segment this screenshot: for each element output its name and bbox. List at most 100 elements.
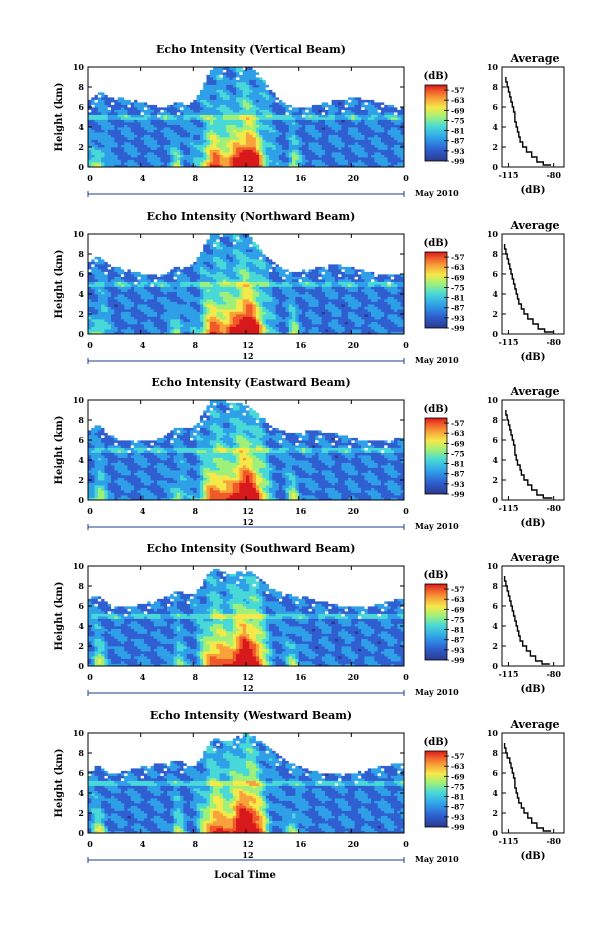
- heatmap-cell: [321, 84, 326, 88]
- heatmap-cell: [239, 107, 244, 110]
- heatmap-cell: [143, 79, 148, 83]
- heatmap-cell: [88, 254, 92, 257]
- heatmap-cell: [88, 304, 92, 307]
- heatmap-cell: [124, 274, 128, 277]
- heatmap-cell: [367, 107, 372, 110]
- heatmap-cell: [301, 87, 306, 90]
- heatmap-cell: [170, 154, 174, 158]
- heatmap-cell: [361, 147, 365, 150]
- heatmap-cell: [176, 89, 181, 93]
- heatmap-cell: [117, 329, 122, 332]
- heatmap-cell: [140, 122, 145, 125]
- heatmap-cell: [186, 119, 191, 123]
- heatmap-cell: [262, 112, 267, 115]
- heatmap-cell: [176, 137, 181, 140]
- heatmap-cell: [292, 69, 296, 73]
- heatmap-cell: [341, 139, 346, 143]
- heatmap-cell: [157, 152, 161, 155]
- heatmap-cell: [311, 97, 316, 100]
- heatmap-cell: [120, 127, 125, 130]
- heatmap-cell: [114, 324, 119, 327]
- heatmap-cell: [384, 149, 388, 153]
- heatmap-cell: [298, 92, 303, 95]
- heatmap-cell: [163, 104, 168, 108]
- heatmap-cell: [380, 137, 385, 140]
- heatmap-cell: [222, 114, 227, 118]
- heatmap-cell: [94, 236, 99, 240]
- heatmap-cell: [137, 154, 142, 158]
- heatmap-cell: [229, 154, 234, 158]
- heatmap-cell: [262, 129, 267, 133]
- heatmap-cell: [292, 157, 296, 160]
- heatmap-cell: [130, 309, 135, 312]
- heatmap-cell: [196, 112, 201, 115]
- heatmap-cell: [288, 94, 293, 98]
- heatmap-cell: [229, 109, 234, 113]
- heatmap-cell: [308, 122, 313, 125]
- heatmap-cell: [104, 284, 109, 287]
- heatmap-cell: [91, 154, 95, 158]
- heatmap-cell: [124, 129, 128, 133]
- heatmap-cell: [111, 314, 115, 317]
- heatmap-cell: [213, 77, 217, 80]
- heatmap-cell: [216, 129, 221, 133]
- heatmap-cell: [137, 89, 142, 93]
- heatmap-cell: [282, 82, 286, 85]
- heatmap-cell: [351, 152, 356, 155]
- heatmap-cell: [114, 74, 119, 78]
- heatmap-cell: [295, 157, 300, 160]
- heatmap-cell: [120, 256, 125, 260]
- heatmap-cell: [269, 157, 273, 160]
- heatmap-cell: [163, 97, 168, 100]
- heatmap-cell: [170, 329, 174, 332]
- heatmap-cell: [285, 129, 290, 133]
- heatmap-cell: [186, 107, 191, 110]
- heatmap-cell: [351, 114, 356, 118]
- heatmap-cell: [364, 79, 369, 83]
- heatmap-cell: [348, 149, 352, 153]
- heatmap-cell: [117, 89, 122, 93]
- heatmap-cell: [259, 94, 263, 98]
- y-tick-label: 10: [73, 62, 85, 72]
- heatmap-cell: [107, 109, 112, 113]
- heatmap-cell: [367, 82, 372, 85]
- heatmap-cell: [183, 144, 188, 148]
- heatmap-cell: [97, 99, 102, 103]
- heatmap-cell: [400, 97, 405, 100]
- heatmap-cell: [111, 316, 115, 320]
- heatmap-cell: [111, 157, 115, 160]
- heatmap-cell: [255, 112, 260, 115]
- heatmap-cell: [150, 251, 155, 255]
- heatmap-cell: [285, 164, 290, 168]
- heatmap-cell: [308, 87, 313, 90]
- heatmap-cell: [180, 112, 184, 115]
- heatmap-cell: [216, 87, 221, 90]
- heatmap-cell: [101, 137, 105, 140]
- heatmap-cell: [190, 142, 194, 145]
- heatmap-cell: [180, 67, 184, 70]
- heatmap-cell: [371, 157, 375, 160]
- heatmap-cell: [101, 72, 105, 75]
- heatmap-cell: [341, 84, 346, 88]
- heatmap-cell: [157, 254, 161, 257]
- heatmap-cell: [173, 132, 178, 135]
- heatmap-cell: [157, 306, 161, 310]
- heatmap-cell: [295, 129, 300, 133]
- heatmap-cell: [374, 127, 379, 130]
- heatmap-cell: [384, 119, 388, 123]
- heatmap-cell: [153, 132, 158, 135]
- heatmap-cell: [262, 69, 267, 73]
- heatmap-cell: [338, 159, 342, 163]
- heatmap-cell: [124, 264, 128, 267]
- heatmap-cell: [107, 139, 112, 143]
- heatmap-cell: [97, 309, 102, 312]
- heatmap-cell: [222, 99, 227, 103]
- heatmap-cell: [213, 124, 217, 128]
- heatmap-cell: [97, 241, 102, 245]
- heatmap-cell: [216, 89, 221, 93]
- heatmap-cell: [140, 157, 145, 160]
- heatmap-cell: [242, 147, 247, 150]
- heatmap-cell: [236, 114, 240, 118]
- heatmap-cell: [124, 149, 128, 153]
- heatmap-cell: [143, 279, 148, 282]
